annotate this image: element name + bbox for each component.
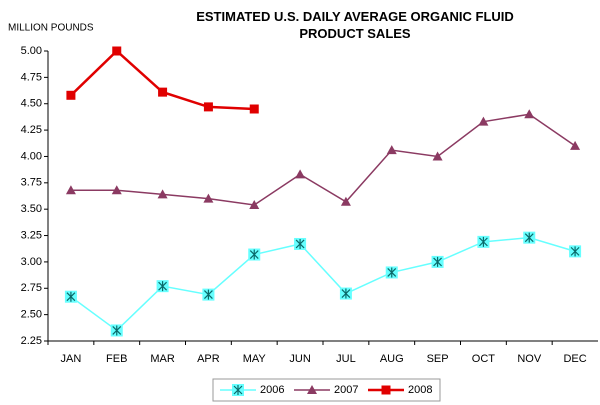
marker [64,290,77,303]
y-tick-label: 2.75 [21,282,42,294]
marker-shape [66,90,76,100]
marker-shape [570,246,580,257]
marker-shape [158,281,168,292]
marker-shape [249,104,259,114]
marker [431,255,444,268]
x-tick-label: JUN [289,353,310,365]
legend-label: 2008 [408,384,432,396]
marker [295,169,306,179]
y-tick-label: 3.25 [21,229,42,241]
marker-shape [478,236,488,247]
x-tick-label: JUL [336,353,356,365]
series-line [70,49,255,111]
marker-shape [386,145,397,155]
y-tick-label: 3.50 [21,203,42,215]
marker [249,199,260,209]
marker-shape [570,140,581,150]
marker-shape [307,385,317,394]
marker-shape [158,87,168,97]
marker-shape [157,189,168,199]
marker-shape [295,169,306,179]
y-tick-label: 3.00 [21,256,42,268]
marker-shape [341,288,351,299]
marker [307,385,317,394]
marker-shape [233,385,243,395]
marker [570,140,581,150]
marker [248,248,261,261]
x-tick-label: MAY [243,353,267,365]
x-tick-label: NOV [517,353,542,365]
marker [112,46,122,56]
marker-shape [203,289,213,300]
marker [381,385,391,395]
y-tick-label: 2.50 [21,309,42,321]
marker [232,384,244,396]
y-tick-label: 5.00 [21,45,42,57]
marker-shape [249,199,260,209]
x-tick-label: AUG [380,353,404,365]
x-tick-label: APR [197,353,220,365]
y-tick-label: 4.50 [21,98,42,110]
marker [157,189,168,199]
marker-shape [112,46,122,56]
marker [110,324,123,337]
x-tick-label: OCT [472,353,496,365]
marker [432,151,443,161]
x-tick-label: SEP [427,353,449,365]
marker-shape [295,238,305,249]
marker-shape [249,249,259,260]
marker-shape [203,102,213,112]
marker [158,87,168,97]
y-axis-label: MILLION POUNDS [8,23,94,34]
marker [524,109,535,119]
y-tick-label: 4.75 [21,71,42,83]
marker [156,280,169,293]
legend-label: 2007 [334,384,358,396]
marker-shape [203,193,214,203]
marker-shape [112,325,122,336]
marker-shape [524,232,534,243]
y-tick-label: 4.00 [21,150,42,162]
marker [203,193,214,203]
marker-shape [111,185,122,195]
marker [523,231,536,244]
marker [569,245,582,258]
marker-shape [66,291,76,302]
marker [386,145,397,155]
series-line [70,236,576,332]
y-tick-label: 4.25 [21,124,42,136]
y-tick-label: 3.75 [21,177,42,189]
series-line [70,113,576,206]
marker-shape [65,185,76,195]
marker-shape [524,109,535,119]
marker-shape [478,116,489,126]
marker [294,237,307,250]
marker [203,102,213,112]
marker [340,196,351,206]
legend-label: 2006 [260,384,284,396]
y-tick-label: 2.25 [21,335,42,347]
marker [339,287,352,300]
x-tick-label: JAN [61,353,82,365]
marker [65,185,76,195]
x-tick-label: MAR [150,353,175,365]
marker [202,288,215,301]
marker-shape [340,196,351,206]
marker [477,235,490,248]
marker-shape [381,385,391,395]
x-tick-label: DEC [563,353,586,365]
chart-title: ESTIMATED U.S. DAILY AVERAGE ORGANIC FLU… [196,9,514,41]
marker-shape [387,267,397,278]
marker [385,266,398,279]
marker-shape [432,151,443,161]
marker [66,90,76,100]
marker [478,116,489,126]
marker-shape [433,256,443,267]
marker [111,185,122,195]
marker [249,104,259,114]
x-tick-label: FEB [106,353,127,365]
